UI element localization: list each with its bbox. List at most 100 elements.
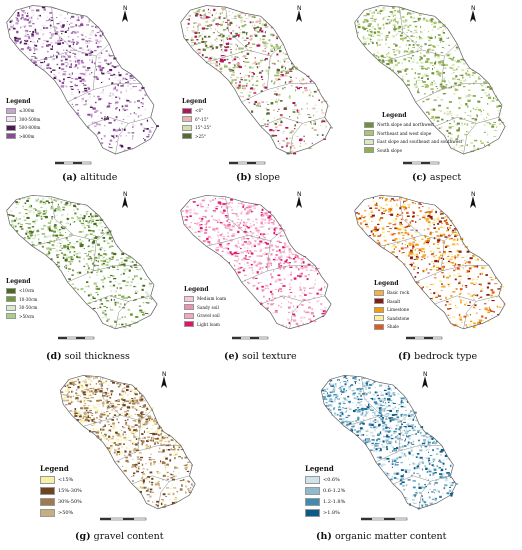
district-border bbox=[241, 83, 316, 103]
legend-item: 15%-30% bbox=[40, 486, 82, 495]
legend-item: North slope and northwest bbox=[364, 121, 462, 128]
legend-swatch bbox=[374, 289, 384, 296]
legend-title: Legend bbox=[6, 98, 31, 105]
legend-swatch bbox=[184, 321, 194, 328]
land-patches bbox=[356, 6, 504, 154]
district-border bbox=[206, 235, 248, 247]
legend-label: North slope and northwest bbox=[377, 122, 435, 127]
caption-text: altitude bbox=[80, 172, 118, 183]
map-panel-d: N Legend <10cm 10-30cm 30-50cm >50cm (d)… bbox=[0, 190, 174, 370]
district-border bbox=[434, 117, 499, 127]
legend-label: <6° bbox=[195, 108, 204, 113]
legend-item: >50cm bbox=[6, 313, 37, 320]
legend-swatch bbox=[6, 296, 16, 303]
legend-swatch bbox=[40, 497, 55, 506]
region-boundary bbox=[59, 375, 196, 510]
district-border bbox=[440, 229, 458, 272]
scale-bar bbox=[361, 517, 408, 521]
legend-item: Basic rock bbox=[374, 289, 409, 296]
caption-letter: (d) bbox=[46, 351, 62, 362]
region-boundary bbox=[6, 5, 158, 155]
legend-item: >50% bbox=[40, 508, 82, 517]
district-border bbox=[67, 83, 142, 103]
legend-label: Shale bbox=[387, 324, 399, 330]
caption-d: (d) soil thickness bbox=[46, 351, 130, 362]
map-bedrock-type bbox=[354, 195, 506, 330]
district-border bbox=[51, 196, 97, 242]
district-border bbox=[440, 43, 458, 90]
caption-letter: (h) bbox=[316, 531, 332, 542]
caption-h: (h) organic matter content bbox=[316, 531, 446, 542]
caption-g: (g) gravel content bbox=[75, 531, 164, 542]
map-aspect bbox=[354, 5, 506, 155]
legend-item: 30%-50% bbox=[40, 497, 82, 506]
district-border bbox=[206, 49, 248, 63]
map-panel-e: N Legend Medium loam Sandy soil Gravel s… bbox=[174, 190, 348, 370]
region-boundary bbox=[354, 195, 506, 330]
legend-item: Shale bbox=[374, 323, 409, 330]
north-arrow: N bbox=[160, 371, 174, 390]
legend-item: East slope and southeast and southwest bbox=[364, 138, 462, 145]
legend-title: Legend bbox=[374, 280, 399, 287]
district-border bbox=[157, 481, 170, 509]
legend-swatch bbox=[374, 323, 384, 330]
caption-text: soil thickness bbox=[64, 351, 130, 362]
map-panel-c: N Legend North slope and northwest North… bbox=[348, 0, 522, 190]
legend-label: >800m bbox=[19, 133, 35, 139]
caption-letter: (f) bbox=[398, 351, 412, 362]
land-patches bbox=[60, 375, 194, 508]
north-arrow: N bbox=[421, 371, 435, 390]
legend-gravel-content: Legend <15% 15%-30% 30%-50% >50% bbox=[40, 464, 82, 519]
legend-swatch bbox=[374, 298, 384, 305]
land-patches bbox=[322, 375, 459, 510]
district-border bbox=[241, 265, 316, 283]
legend-item: Basalt bbox=[374, 298, 409, 305]
legend-swatch bbox=[40, 508, 55, 517]
caption-text: organic matter content bbox=[334, 531, 447, 542]
legend-item: 300-500m bbox=[6, 116, 40, 123]
legend-item: 1.2-1.8% bbox=[305, 497, 345, 506]
legend-item: <10cm bbox=[6, 287, 37, 294]
legend-swatch bbox=[40, 475, 55, 484]
caption-c: (c) aspect bbox=[412, 172, 461, 183]
scale-bar bbox=[55, 161, 92, 165]
legend-title: Legend bbox=[40, 464, 69, 473]
scale-bar bbox=[100, 517, 147, 521]
caption-text: slope bbox=[254, 172, 281, 183]
legend-item: Sandstone bbox=[374, 315, 409, 322]
scale-bar bbox=[403, 161, 440, 165]
region-boundary bbox=[6, 195, 158, 330]
legend-item: 500-800m bbox=[6, 124, 40, 131]
caption-b: (b) slope bbox=[236, 172, 280, 183]
legend-swatch bbox=[40, 486, 55, 495]
legend-swatch bbox=[6, 107, 16, 114]
legend-label: 1.2-1.8% bbox=[323, 498, 346, 505]
district-border bbox=[289, 301, 303, 329]
district-border bbox=[463, 301, 477, 329]
legend-soil-thickness: Legend <10cm 10-30cm 30-50cm >50cm bbox=[6, 278, 37, 321]
district-border bbox=[380, 49, 422, 63]
district-border bbox=[266, 43, 284, 90]
legend-swatch bbox=[6, 116, 16, 123]
district-border bbox=[375, 445, 442, 463]
legend-label: Sandy soil bbox=[197, 304, 219, 310]
legend-label: 15°-25° bbox=[195, 125, 212, 131]
legend-item: >25° bbox=[182, 133, 211, 140]
legend-item: Gravel soil bbox=[184, 312, 226, 319]
caption-a: (a) altitude bbox=[62, 172, 117, 183]
legend-swatch bbox=[374, 315, 384, 322]
map-altitude bbox=[6, 5, 159, 155]
map-panel-b: N Legend <6° 6°-15° 15°-25° >25° (b) slo… bbox=[174, 0, 348, 190]
legend-label: 300-500m bbox=[19, 116, 41, 122]
legend-swatch bbox=[364, 147, 374, 154]
north-label: N bbox=[423, 371, 428, 378]
legend-label: East slope and southeast and southwest bbox=[377, 139, 463, 145]
district-border bbox=[463, 123, 477, 155]
district-border bbox=[398, 409, 414, 452]
legend-swatch bbox=[364, 121, 374, 128]
caption-letter: (e) bbox=[224, 351, 240, 362]
legend-swatch bbox=[6, 124, 16, 131]
legend-label: 6°-15° bbox=[195, 116, 209, 122]
north-label: N bbox=[162, 371, 167, 378]
legend-swatch bbox=[182, 133, 192, 140]
